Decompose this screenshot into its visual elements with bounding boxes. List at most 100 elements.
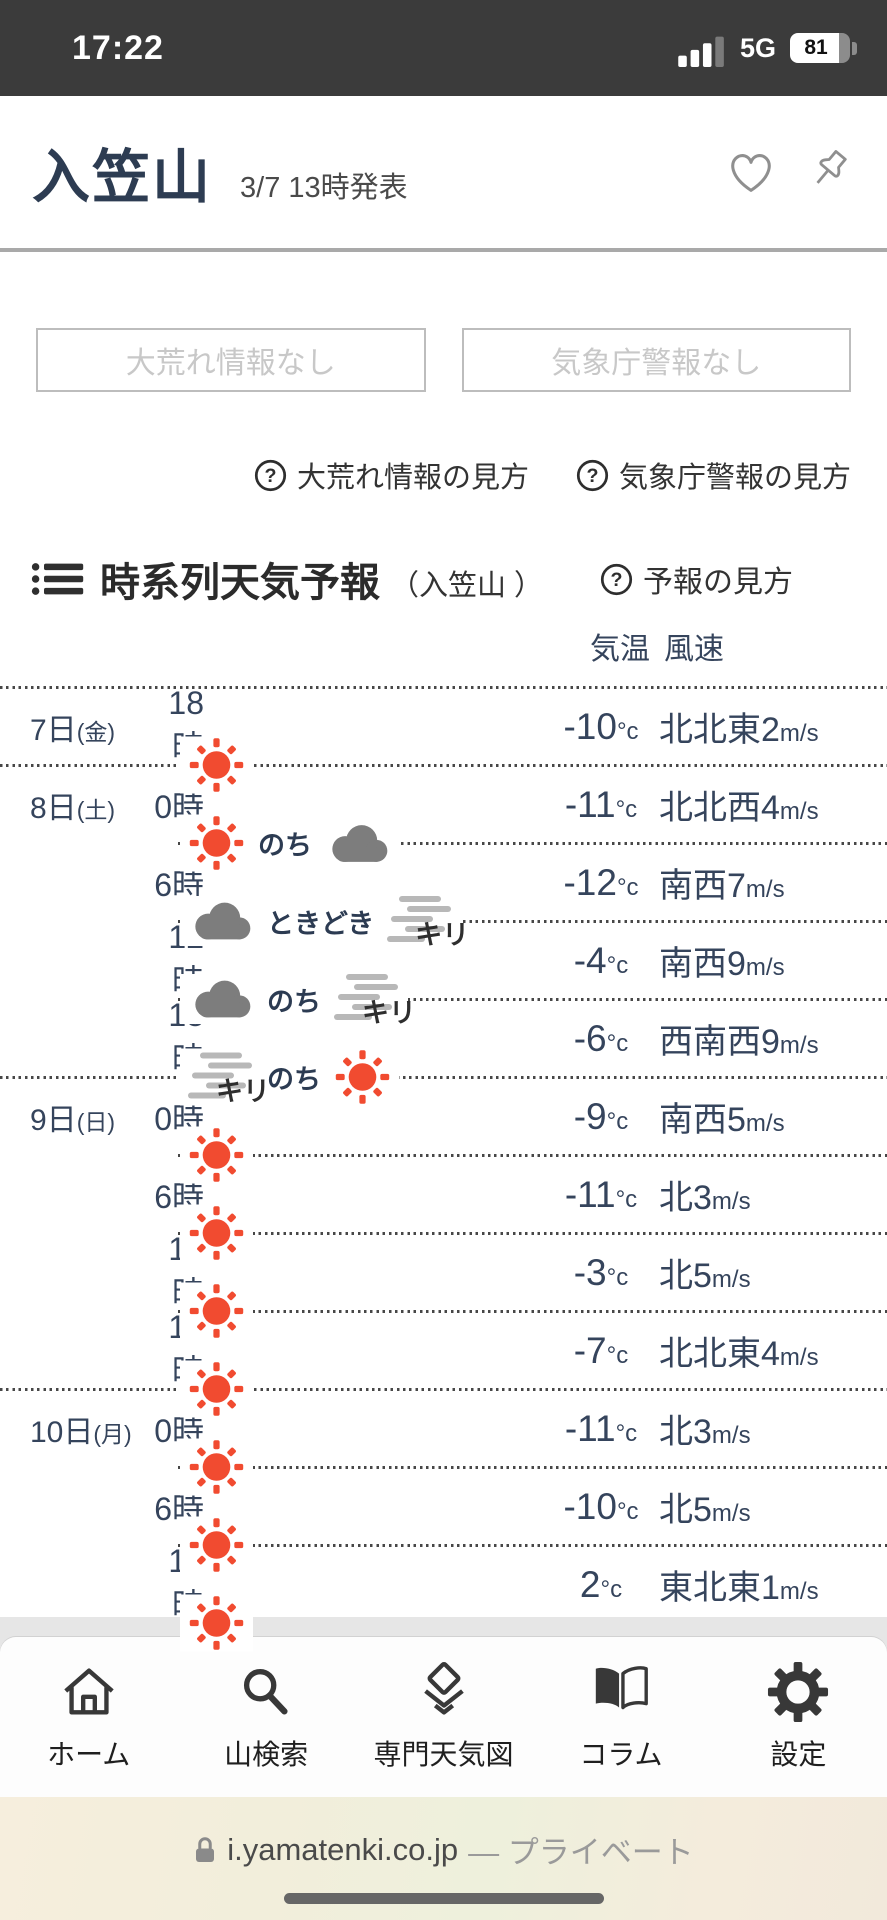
day-label: 7日(金)	[30, 713, 116, 747]
wind: 北5m/s	[659, 1257, 751, 1295]
help-links-row: 大荒れ情報の見方 気象庁警報の見方	[0, 454, 851, 496]
timeline-separator	[0, 1516, 887, 1574]
search-icon	[235, 1661, 297, 1723]
clock: 17:22	[72, 28, 164, 67]
forecast-row: 6時 -10°c 北5m/s	[0, 1469, 887, 1544]
temperature: -11°c	[564, 783, 638, 825]
timeline-separator	[0, 1438, 887, 1496]
column-book-icon	[590, 1661, 652, 1723]
timeline-separator	[0, 1360, 887, 1418]
timeline-separator	[0, 1282, 887, 1340]
temperature: -10°c	[563, 705, 639, 747]
temperature: -10°c	[563, 1485, 639, 1527]
network-type: 5G	[739, 32, 776, 63]
forecast-row: 6時 -11°c 北3m/s	[0, 1157, 887, 1232]
forecast-row: 10日(月) 0時 -11°c 北3m/s	[0, 1391, 887, 1466]
pin-icon[interactable]	[799, 144, 855, 200]
browser-bottom-bar: i.yamatenki.co.jp — プライベート	[0, 1797, 887, 1920]
fog-label: キリ	[415, 920, 470, 950]
forecast-row: 7日(金) 18時 -10°c 北北東2m/s	[0, 685, 887, 765]
timeline-separator	[0, 1204, 887, 1262]
timeline-separator	[0, 1126, 887, 1184]
address-bar[interactable]: i.yamatenki.co.jp — プライベート	[0, 1827, 887, 1872]
lock-icon	[193, 1836, 217, 1864]
forecast-row: 6時 -12°c 南西7m/s	[0, 845, 887, 920]
forecast-row: 9日(日) 0時 -9°c 南西5m/s	[0, 1079, 887, 1154]
timeline-separator: のち キリ	[0, 974, 887, 1028]
forecast-row: 12時 -3°c 北5m/s	[0, 1231, 887, 1311]
wind: 北北東2m/s	[659, 711, 819, 749]
sunny-icon	[188, 1283, 245, 1340]
temperature: -11°c	[564, 1173, 638, 1215]
transition-label: ときどき	[267, 908, 375, 939]
column-headers: 気温 風速	[0, 624, 887, 668]
nav-mountain-search[interactable]: 山検索	[177, 1637, 354, 1797]
jma-warning-status: 気象庁警報なし	[461, 328, 851, 392]
cloudy-icon	[325, 820, 391, 866]
question-icon	[575, 458, 610, 493]
forecast-row: 18時 -6°c 西南西9m/s	[0, 997, 887, 1077]
url-text: i.yamatenki.co.jp	[227, 1831, 459, 1867]
timeline-separator	[0, 736, 887, 794]
status-bar: 17:22 5G 81	[0, 0, 887, 96]
fog-label: キリ	[216, 1076, 270, 1106]
wind: 北北西4m/s	[659, 789, 819, 827]
nav-column[interactable]: コラム	[532, 1637, 709, 1797]
battery-icon: 81	[790, 33, 857, 63]
nav-settings[interactable]: 設定	[710, 1637, 887, 1797]
published-time: 3/7 13時発表	[240, 172, 408, 204]
wind: 東北東1m/s	[659, 1569, 819, 1607]
wind: 南西5m/s	[659, 1101, 785, 1139]
day-label: 9日(日)	[30, 1103, 116, 1137]
transition-label: のち	[267, 986, 321, 1017]
storm-info-help-link[interactable]: 大荒れ情報の見方	[253, 454, 529, 496]
wind: 北5m/s	[659, 1491, 751, 1529]
app-header: 入笠山 3/7 13時発表	[0, 96, 887, 252]
sunny-icon	[188, 1361, 245, 1418]
question-icon	[599, 562, 634, 597]
forecast-row: 12時 2°c 東北東1m/s	[0, 1543, 887, 1623]
cloudy-icon	[188, 898, 254, 944]
weather-map-icon	[413, 1661, 475, 1723]
sunny-icon	[188, 1127, 245, 1184]
home-indicator[interactable]	[283, 1893, 604, 1904]
transition-label: のち	[267, 1064, 321, 1095]
sunny-icon	[188, 815, 245, 872]
wind-column-header: 風速	[664, 633, 724, 666]
settings-gear-icon	[767, 1661, 829, 1723]
fog-icon: キリ	[188, 1052, 270, 1106]
fog-icon: キリ	[387, 896, 469, 950]
temperature: -11°c	[564, 1407, 638, 1449]
sunny-icon	[334, 1049, 391, 1106]
forecast-row: 8日(土) 0時 -11°c 北北西4m/s	[0, 767, 887, 842]
private-label: — プライベート	[468, 1835, 694, 1870]
sunny-icon	[188, 737, 245, 794]
forecast-row: 18時 -7°c 北北東4m/s	[0, 1309, 887, 1389]
favorite-heart-icon[interactable]	[723, 144, 779, 200]
battery-percent: 81	[804, 36, 828, 59]
day-label: 8日(土)	[30, 791, 116, 825]
bottom-nav: ホーム 山検索 専門天気図 コラム 設定	[0, 1637, 887, 1797]
nav-home[interactable]: ホーム	[0, 1637, 177, 1797]
jma-warning-help-link[interactable]: 気象庁警報の見方	[575, 454, 851, 496]
forecast-help-link[interactable]: 予報の見方	[599, 557, 793, 601]
sunny-icon	[188, 1439, 245, 1496]
fog-label: キリ	[362, 998, 416, 1028]
list-icon	[30, 556, 86, 602]
wind: 北3m/s	[659, 1179, 751, 1217]
timeline-separator	[0, 686, 887, 689]
timeline-separator: ときどき キリ	[0, 896, 887, 950]
day-label: 10日(月)	[30, 1415, 132, 1449]
section-header: 時系列天気予報 （入笠山 ） 予報の見方	[30, 550, 855, 608]
bottom-nav-wrap: ホーム 山検索 専門天気図 コラム 設定	[0, 1617, 887, 1797]
timeline-separator: のち	[0, 814, 887, 872]
wind: 北3m/s	[659, 1413, 751, 1451]
wind: 南西9m/s	[659, 945, 785, 983]
storm-info-status: 大荒れ情報なし	[36, 328, 426, 392]
nav-weather-map[interactable]: 専門天気図	[355, 1637, 532, 1797]
home-icon	[58, 1661, 120, 1723]
section-subtitle: （入笠山 ）	[390, 570, 544, 602]
sunny-icon	[188, 1595, 245, 1652]
temperature: -12°c	[563, 861, 639, 903]
alert-status-row: 大荒れ情報なし 気象庁警報なし	[36, 328, 851, 392]
